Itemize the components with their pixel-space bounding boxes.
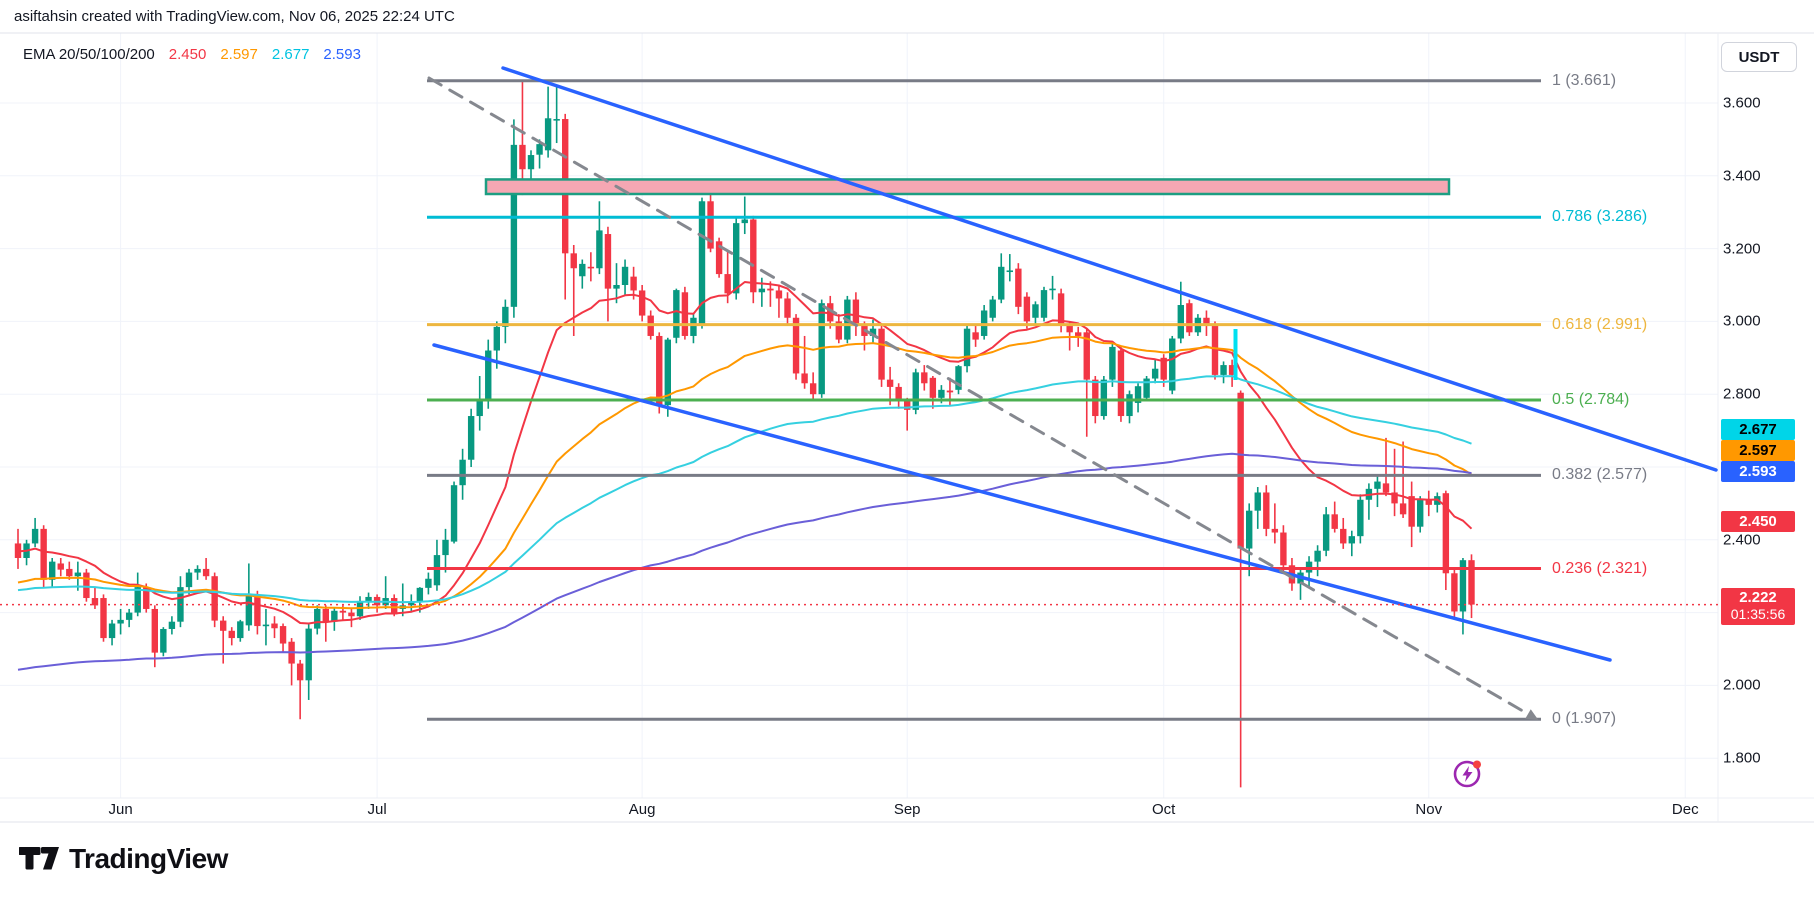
fib-level-label: 0.618 (2.991) — [1552, 315, 1648, 333]
ema100-value: 2.677 — [271, 46, 310, 63]
price-tick-label: 2.000 — [1723, 676, 1761, 694]
tradingview-logo-icon — [19, 847, 59, 870]
fib-level-label: 0.382 (2.577) — [1552, 466, 1648, 484]
ema20-value: 2.450 — [168, 46, 207, 63]
fib-level-label: 0 (1.907) — [1552, 710, 1617, 728]
month-tick-label: Dec — [1671, 801, 1699, 818]
price-tick-label: 3.400 — [1723, 167, 1761, 185]
price-tick-label: 3.000 — [1723, 312, 1761, 330]
price-tick-label: 3.200 — [1723, 240, 1761, 258]
candle-countdown-timer: 01:35:56 — [1730, 606, 1786, 622]
month-tick-label: Jul — [367, 801, 387, 818]
indicator-name: EMA 20/50/100/200 — [23, 46, 155, 63]
fib-level-label: 0.5 (2.784) — [1552, 391, 1630, 409]
ema200-value: 2.593 — [323, 46, 361, 63]
price-tick-label: 1.800 — [1723, 749, 1761, 767]
month-tick-label: Nov — [1415, 801, 1443, 818]
month-tick-label: Jun — [108, 801, 133, 818]
ema50-value: 2.597 — [220, 46, 258, 63]
current-price-badge: 2.222 01:35:56 — [1721, 587, 1795, 625]
ema200-price-badge: 2.593 — [1721, 460, 1795, 482]
lightning-icon — [1453, 760, 1481, 788]
tradingview-logo[interactable]: TradingView — [19, 843, 228, 875]
fib-level-label: 0.236 (2.321) — [1552, 559, 1648, 577]
month-tick-label: Oct — [1152, 801, 1176, 818]
price-tick-label: 2.800 — [1723, 385, 1761, 403]
quote-currency-button[interactable]: USDT — [1721, 42, 1797, 72]
attribution-text: asiftahsin created with TradingView.com,… — [14, 8, 455, 25]
fib-level-label: 0.786 (3.286) — [1552, 208, 1648, 226]
ema50-price-badge: 2.597 — [1721, 439, 1795, 461]
ema100-price-badge: 2.677 — [1721, 418, 1795, 440]
price-tick-label: 3.600 — [1723, 94, 1761, 112]
month-tick-label: Aug — [628, 801, 656, 818]
flash-boost-button[interactable] — [1452, 757, 1484, 789]
fib-level-label: 1 (3.661) — [1552, 71, 1617, 89]
indicator-legend[interactable]: EMA 20/50/100/200 2.450 2.597 2.677 2.59… — [23, 46, 361, 63]
price-tick-label: 2.400 — [1723, 531, 1761, 549]
month-tick-label: Sep — [893, 801, 921, 818]
current-price-value: 2.222 — [1739, 589, 1777, 606]
ema20-price-badge: 2.450 — [1721, 511, 1795, 532]
tradingview-logo-text: TradingView — [69, 843, 228, 874]
